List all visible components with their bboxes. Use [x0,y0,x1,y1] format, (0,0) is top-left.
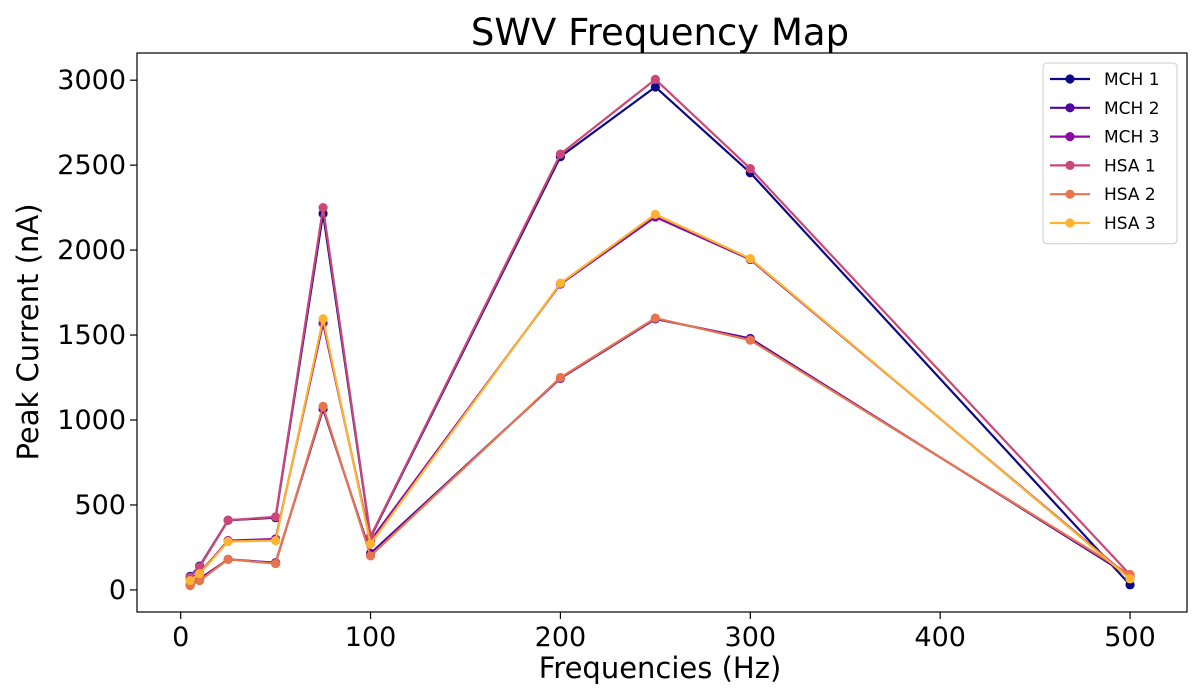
axes-frame [136,52,1188,613]
y-tick-label: 500 [74,490,126,521]
legend: MCH 1 MCH 2 MCH 3 HSA 1 HSA 2 HSA 3 [1042,62,1178,245]
series-line-5 [189,316,1131,587]
x-tick-label: 500 [1104,622,1156,653]
data-point [223,536,233,547]
x-tick-label: 300 [725,622,777,653]
data-point [223,515,233,525]
data-point [271,558,281,569]
legend-marker [1065,103,1075,113]
series-line-4 [189,78,1131,578]
legend-marker [1065,132,1075,142]
y-tick-label: 2000 [57,235,126,266]
x-tick-label: 100 [345,622,397,653]
data-point [318,203,328,213]
x-axis-label: Frequencies (Hz) [539,651,782,685]
data-point [318,401,328,412]
series-line-6 [189,213,1131,582]
y-tick-label: 1000 [57,405,126,436]
y-axis-label: Peak Current (nA) [11,203,45,460]
data-point [745,253,755,264]
legend-label: HSA 3 [1104,214,1156,234]
x-tick-label: 0 [172,622,189,653]
data-point [195,569,205,579]
chart-title: SWV Frequency Map [471,11,849,54]
legend-marker [1065,189,1075,199]
data-point [745,335,755,345]
data-point [650,209,660,220]
data-point [195,562,205,572]
data-point [185,575,195,586]
data-point [318,314,328,324]
data-point [223,554,233,564]
legend-marker [1065,160,1075,170]
data-point [271,536,281,546]
legend-marker [1065,74,1075,84]
y-tick-label: 2500 [57,150,126,181]
y-tick-label: 1500 [57,320,126,351]
legend-marker [1065,218,1075,228]
y-tick-label: 0 [109,575,126,606]
data-point [650,82,660,92]
series-line-1 [189,85,1131,586]
x-tick-label: 400 [914,622,966,653]
plot-area: 0 100 200 300 400 500 0 500 1000 1500 2000 2500 3000 [57,52,1188,653]
data-point [271,512,281,522]
legend-label: MCH 1 [1104,70,1160,90]
x-tick-label: 200 [535,622,587,653]
data-point [365,551,376,561]
legend-label: HSA 1 [1104,156,1156,176]
data-point [365,539,376,549]
legend-label: MCH 3 [1104,128,1160,148]
data-point [1125,574,1135,584]
data-point [650,74,660,84]
data-point [650,313,660,323]
data-point [555,278,566,288]
legend-label: MCH 2 [1104,99,1160,119]
y-tick-label: 3000 [57,65,126,96]
data-point [745,163,755,174]
data-point [555,149,566,159]
data-point [555,372,566,383]
data-point [195,575,205,586]
legend-label: HSA 2 [1104,185,1156,205]
